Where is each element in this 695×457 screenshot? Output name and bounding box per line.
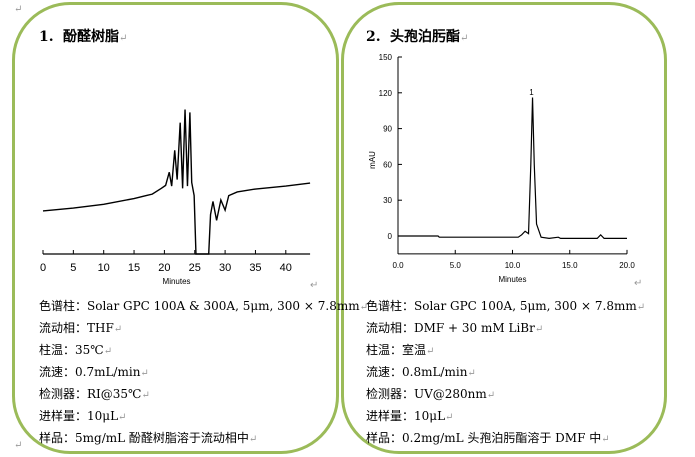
paragraph-mark: ↵ [118, 412, 127, 423]
info-line: 样品：5mg/mL 酚醛树脂溶于流动相中↵ [39, 429, 257, 446]
info-line: 进样量：10μL↵ [366, 407, 453, 424]
info-line: 流动相：DMF + 30 mM LiBr↵ [366, 319, 543, 336]
title-number: 1. [39, 29, 54, 45]
paragraph-mark: ↵ [636, 302, 646, 313]
info-line: 流速：0.7mL/min↵ [39, 363, 149, 380]
info-line: 样品：0.2mg/mL 头孢泊肟酯溶于 DMF 中↵ [366, 429, 610, 446]
paragraph-mark: ↵ [141, 390, 150, 401]
paragraph-mark: ↵ [103, 346, 113, 357]
info-line: 柱温：35℃↵ [39, 341, 112, 358]
info-text: 样品：0.2mg/mL 头孢泊肟酯溶于 DMF 中 [366, 431, 602, 445]
panel-title: 1. 酚醛树脂↵ [39, 26, 127, 46]
info-text: 流动相：DMF + 30 mM LiBr [366, 321, 535, 335]
panel-cefpodoxime [341, 2, 667, 454]
info-line: 流速：0.8mL/min↵ [366, 363, 476, 380]
info-text: 流速：0.8mL/min [366, 365, 468, 379]
panel-title: 2. 头孢泊肟酯↵ [366, 26, 468, 46]
info-text: 柱温：35℃ [39, 343, 104, 357]
paragraph-mark: ↵ [113, 324, 123, 335]
paragraph-mark: ↵ [359, 302, 368, 313]
info-text: 进样量：10μL [39, 409, 119, 423]
info-line: 进样量：10μL↵ [39, 407, 126, 424]
info-line: 色谱柱：Solar GPC 100A & 300A, 5μm, 300 × 7.… [39, 297, 368, 314]
paragraph-mark: ↵ [119, 33, 128, 44]
paragraph-mark: ↵ [445, 412, 454, 423]
paragraph-mark: ↵ [14, 4, 23, 15]
paragraph-mark: ↵ [14, 440, 23, 451]
paragraph-mark: ↵ [248, 434, 258, 445]
paragraph-mark: ↵ [601, 434, 610, 445]
info-text: 色谱柱：Solar GPC 100A & 300A, 5μm, 300 × 7.… [39, 299, 360, 313]
title-number: 2. [366, 29, 381, 45]
info-text: 检测器：RI@35℃ [39, 387, 142, 401]
title-text: 头孢泊肟酯 [390, 29, 460, 45]
paragraph-mark: ↵ [460, 33, 469, 44]
info-text: 色谱柱：Solar GPC 100A, 5μm, 300 × 7.8mm [366, 299, 637, 313]
info-text: 流速：0.7mL/min [39, 365, 141, 379]
info-line: 流动相：THF↵ [39, 319, 122, 336]
paragraph-mark: ↵ [140, 368, 149, 379]
info-text: 进样量：10μL [366, 409, 446, 423]
info-line: 柱温：室温↵ [366, 341, 434, 358]
info-line: 检测器：RI@35℃↵ [39, 385, 150, 402]
info-text: 检测器：UV@280nm [366, 387, 487, 401]
info-text: 流动相：THF [39, 321, 114, 335]
title-text: 酚醛树脂 [63, 29, 119, 45]
panel-phenolic-resin [12, 2, 339, 454]
info-text: 样品：5mg/mL 酚醛树脂溶于流动相中 [39, 431, 249, 445]
paragraph-mark: ↵ [486, 390, 496, 401]
info-line: 检测器：UV@280nm↵ [366, 385, 495, 402]
paragraph-mark: ↵ [534, 324, 544, 335]
paragraph-mark: ↵ [467, 368, 476, 379]
info-text: 柱温：室温 [366, 343, 427, 357]
info-line: 色谱柱：Solar GPC 100A, 5μm, 300 × 7.8mm↵ [366, 297, 645, 314]
paragraph-mark: ↵ [426, 346, 435, 357]
